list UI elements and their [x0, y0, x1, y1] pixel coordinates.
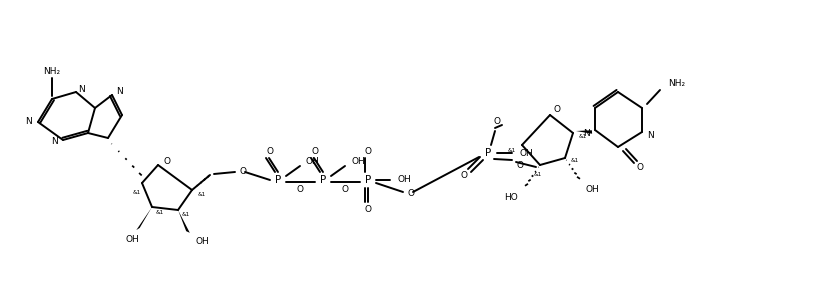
Polygon shape — [500, 124, 522, 145]
Text: O: O — [408, 190, 415, 198]
Text: OH: OH — [351, 156, 364, 166]
Polygon shape — [136, 207, 152, 230]
Text: P: P — [320, 175, 326, 185]
Text: NH₂: NH₂ — [668, 79, 686, 88]
Text: &1: &1 — [534, 171, 542, 177]
Text: O: O — [636, 162, 644, 171]
Text: N: N — [52, 137, 58, 147]
Text: OH: OH — [585, 185, 599, 194]
Text: O: O — [517, 162, 523, 170]
Text: N: N — [647, 130, 654, 139]
Text: &1: &1 — [156, 209, 164, 215]
Text: O: O — [554, 105, 561, 115]
Text: &1: &1 — [508, 149, 516, 154]
Text: P: P — [365, 175, 371, 185]
Polygon shape — [178, 210, 190, 233]
Text: OH: OH — [125, 234, 139, 243]
Text: O: O — [240, 166, 247, 175]
Text: &1: &1 — [579, 134, 587, 139]
Text: O: O — [311, 147, 319, 156]
Text: OH: OH — [397, 175, 411, 185]
Text: &1: &1 — [182, 211, 190, 217]
Text: O: O — [364, 204, 372, 213]
Text: OH: OH — [196, 238, 210, 247]
Text: HO: HO — [505, 192, 518, 202]
Text: OH: OH — [306, 156, 319, 166]
Text: O: O — [163, 156, 170, 166]
Text: O: O — [494, 117, 500, 126]
Text: &1: &1 — [133, 190, 141, 194]
Text: N: N — [583, 128, 590, 137]
Text: P: P — [275, 175, 281, 185]
Text: N: N — [25, 118, 32, 126]
Text: O: O — [460, 170, 468, 179]
Text: &1: &1 — [198, 192, 206, 196]
Text: O: O — [296, 185, 304, 194]
Text: O: O — [364, 147, 372, 156]
Text: O: O — [342, 185, 349, 194]
Polygon shape — [576, 130, 592, 134]
Text: O: O — [266, 147, 274, 156]
Text: &1: &1 — [571, 158, 579, 164]
Text: P: P — [485, 148, 491, 158]
Text: N: N — [78, 84, 84, 94]
Text: OH: OH — [519, 149, 532, 158]
Text: NH₂: NH₂ — [43, 67, 61, 77]
Text: N: N — [116, 86, 123, 96]
